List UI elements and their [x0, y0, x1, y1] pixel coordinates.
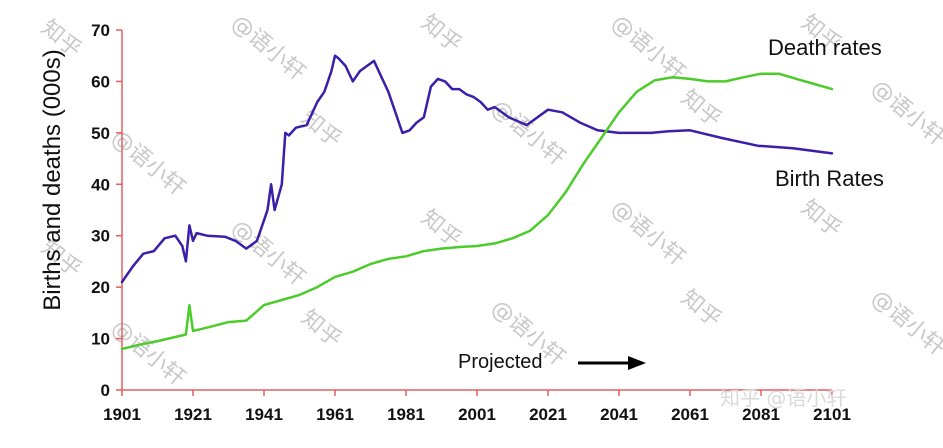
- x-tick-label: 2001: [458, 405, 496, 424]
- y-tick-label: 20: [91, 278, 110, 297]
- watermark-text: 知乎: [676, 85, 726, 132]
- watermark-text: 知乎: [296, 105, 346, 152]
- y-tick-label: 60: [91, 72, 110, 91]
- watermark-text: @语小轩: [606, 10, 689, 86]
- y-tick-label: 50: [91, 124, 110, 143]
- watermark-text: @语小轩: [486, 95, 569, 171]
- series-line-birth-rates: [120, 54, 834, 284]
- watermark-text: @语小轩: [866, 285, 943, 361]
- series-label-death-rates: Death rates: [768, 35, 882, 60]
- watermark-text: @语小轩: [106, 125, 189, 201]
- watermark-text: @语小轩: [606, 195, 689, 271]
- y-tick-label: 70: [91, 21, 110, 40]
- series-line-death-rates: [120, 72, 834, 351]
- y-tick-label: 30: [91, 227, 110, 246]
- projected-arrow-icon: [578, 356, 646, 370]
- projected-annotation: Projected: [458, 351, 543, 373]
- x-tick-label: 1981: [387, 405, 425, 424]
- x-tick-label: 1921: [174, 405, 212, 424]
- ticks-layer: 1901 1921 1941 1961 1981 2001 2021 2041 2061 2081…: [91, 21, 851, 424]
- y-tick-label: 0: [101, 381, 110, 400]
- x-tick-label: 2041: [600, 405, 638, 424]
- y-tick-label: 40: [91, 175, 110, 194]
- watermark-text: @语小轩: [106, 315, 189, 391]
- series-layer: [120, 54, 834, 351]
- axes-layer: [121, 30, 832, 391]
- watermark-bottom: 知乎 @语小轩: [720, 386, 846, 410]
- watermark-text: 知乎: [416, 205, 466, 252]
- x-tick-label: 1941: [245, 405, 283, 424]
- watermark-text: 知乎: [676, 285, 726, 332]
- x-tick-label: 2081: [742, 405, 780, 424]
- x-tick-label: 2021: [529, 405, 567, 424]
- watermark-text: @语小轩: [866, 75, 943, 151]
- series-label-birth-rates: Birth Rates: [775, 166, 884, 191]
- x-tick-label: 2101: [813, 405, 851, 424]
- y-tick-label: 10: [91, 330, 110, 349]
- watermark-text: 知乎: [296, 305, 346, 352]
- x-tick-label: 1901: [103, 405, 141, 424]
- y-axis-title: Births and deaths (000s): [39, 49, 66, 310]
- watermark-text: 知乎: [796, 195, 846, 242]
- x-tick-label: 1961: [316, 405, 354, 424]
- watermark-text: @语小轩: [226, 10, 309, 86]
- watermark-text: 知乎: [416, 10, 466, 57]
- watermark-text: @语小轩: [226, 215, 309, 291]
- x-tick-label: 2061: [671, 405, 709, 424]
